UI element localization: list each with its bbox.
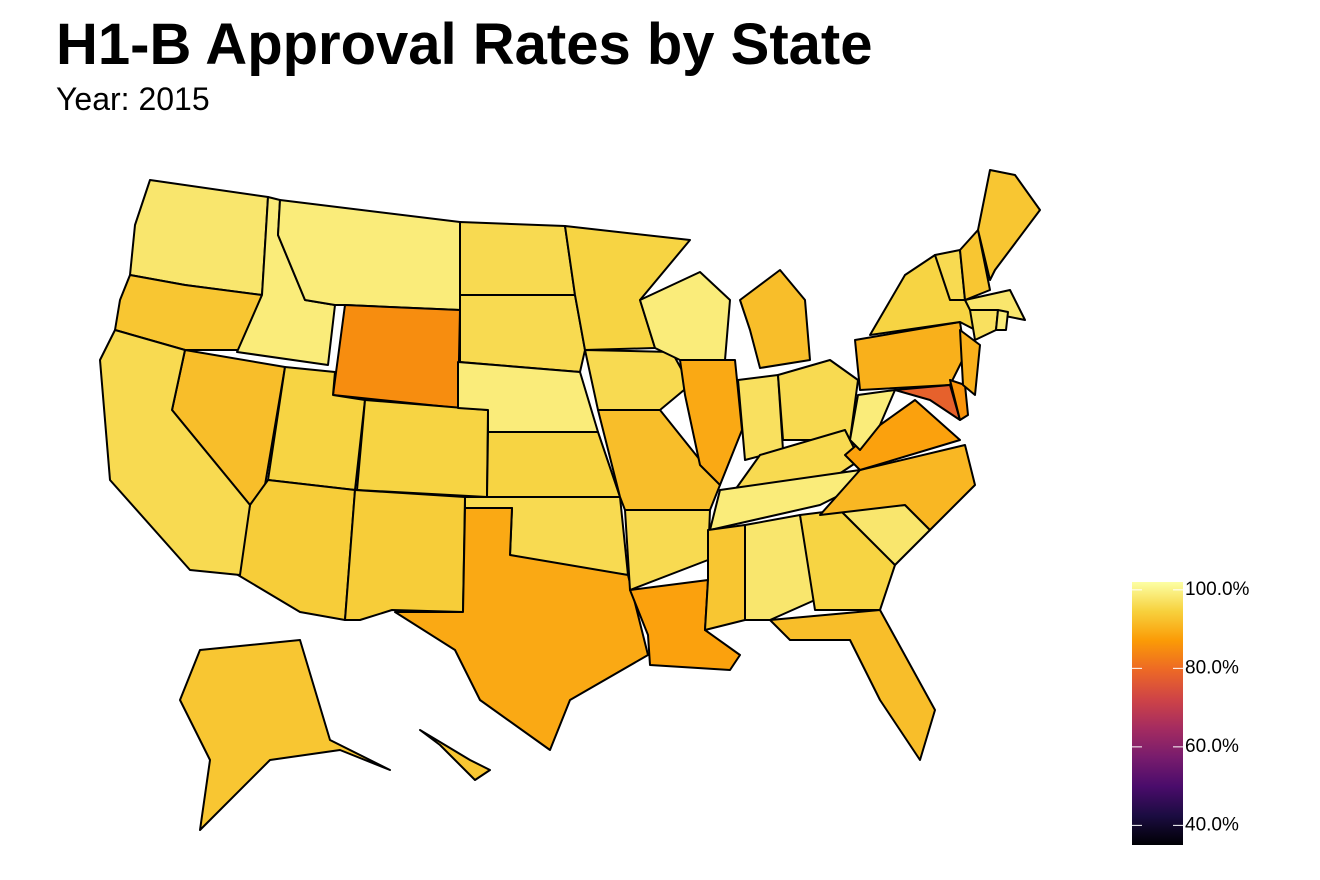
- region: [419, 729, 491, 781]
- region: [959, 329, 981, 396]
- region: [459, 221, 576, 296]
- region: [969, 309, 999, 341]
- legend-tick-label: 60.0%: [1185, 736, 1239, 757]
- region: [277, 199, 461, 311]
- legend-tick-label: 80.0%: [1185, 657, 1239, 678]
- map-title: H1-B Approval Rates by State: [56, 12, 873, 77]
- region: [459, 294, 586, 373]
- region: [237, 479, 356, 621]
- region: [739, 269, 811, 369]
- region: [356, 399, 489, 498]
- region: [849, 389, 896, 451]
- region: [819, 444, 976, 531]
- legend-colorbar: [1132, 582, 1183, 845]
- legend-tick-label: 40.0%: [1185, 814, 1239, 835]
- region: [959, 229, 991, 301]
- region: [584, 349, 691, 411]
- region: [964, 289, 1026, 321]
- region: [624, 509, 711, 591]
- region: [744, 514, 816, 621]
- region: [179, 639, 391, 831]
- region: [995, 309, 1009, 331]
- region: [486, 431, 621, 498]
- map-subtitle: Year: 2015: [56, 81, 210, 117]
- legend-tick-label: 100.0%: [1185, 579, 1250, 600]
- region: [977, 169, 1041, 281]
- region: [679, 359, 743, 486]
- region: [737, 374, 784, 461]
- region: [99, 329, 251, 576]
- region: [114, 274, 263, 351]
- region: [344, 489, 466, 621]
- region: [394, 507, 649, 751]
- region: [769, 609, 936, 761]
- region: [949, 379, 969, 421]
- region: [332, 304, 461, 409]
- region: [704, 524, 746, 631]
- region: [777, 359, 859, 441]
